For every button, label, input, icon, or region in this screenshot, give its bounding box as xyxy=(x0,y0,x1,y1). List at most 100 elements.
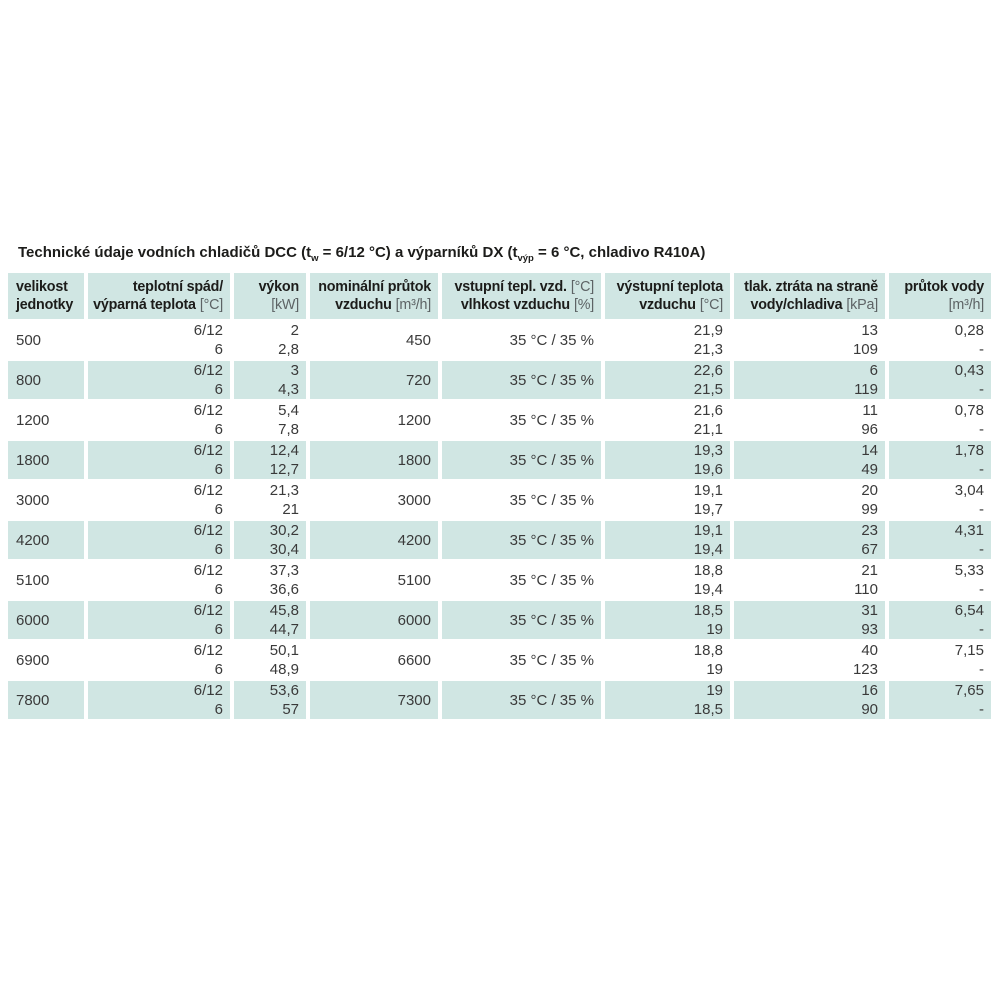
cell-pressure-drop: 40 123 xyxy=(734,641,885,679)
cell-power: 5,4 7,8 xyxy=(234,401,306,439)
header-text: vzduchu xyxy=(639,297,696,313)
table-row: 3000 6/12 6 21,3 21 3000 35 °C / 35 % 19… xyxy=(8,481,991,519)
cell-temp-gradient: 6/12 6 xyxy=(88,681,230,719)
cell-nominal-airflow: 6000 xyxy=(310,601,438,639)
cell-power: 37,3 36,6 xyxy=(234,561,306,599)
cell-line-2: 19,4 xyxy=(693,581,723,598)
cell-line-1: 6/12 xyxy=(193,602,223,619)
cell-power: 50,1 48,9 xyxy=(234,641,306,679)
cell-power: 53,6 57 xyxy=(234,681,306,719)
cell-outlet-temp: 22,6 21,5 xyxy=(605,361,730,399)
title-subscript-vyp: výp xyxy=(517,253,534,264)
cell-line-1: 19,3 xyxy=(693,442,723,459)
table-row: 1200 6/12 6 5,4 7,8 1200 35 °C / 35 % 21… xyxy=(8,401,991,439)
cell-water-flow: 6,54 - xyxy=(889,601,991,639)
header-unit: [°C] xyxy=(699,297,723,313)
table-row: 5100 6/12 6 37,3 36,6 5100 35 °C / 35 % … xyxy=(8,561,991,599)
header-text: nominální průtok xyxy=(318,279,431,295)
cell-outlet-temp: 21,6 21,1 xyxy=(605,401,730,439)
header-text: teplotní spád/ xyxy=(132,279,223,295)
cell-unit-size: 1200 xyxy=(16,411,50,429)
cell-line-1: 16 xyxy=(861,682,878,699)
cell-unit-size: 500 xyxy=(16,331,42,349)
cell-line-1: 6/12 xyxy=(193,642,223,659)
cell-line-1: 19 xyxy=(706,682,723,699)
cell-outlet-temp: 19,1 19,4 xyxy=(605,521,730,559)
cell-nominal-airflow: 450 xyxy=(405,331,431,349)
cell-line-1: 21,3 xyxy=(269,482,299,499)
cell-line-1: 50,1 xyxy=(269,642,299,659)
cell-water-flow: 0,28 - xyxy=(889,321,991,359)
cell-water-flow: 7,15 - xyxy=(889,641,991,679)
cell-line-2: - xyxy=(979,381,984,398)
cell-line-2: 18,5 xyxy=(693,701,723,718)
cell-line-2: 119 xyxy=(854,381,878,398)
cell-line-1: 13 xyxy=(861,322,878,339)
cell-line-1: 0,43 xyxy=(954,362,984,379)
cell-temp-gradient: 6/12 6 xyxy=(88,481,230,519)
cell-inlet-air: 35 °C / 35 % xyxy=(442,601,601,639)
cell-line-2: 6 xyxy=(214,661,223,678)
cell-nominal-airflow: 1800 xyxy=(310,441,438,479)
cell-temp-gradient: 6/12 6 xyxy=(88,441,230,479)
cell-outlet-temp: 21,9 21,3 xyxy=(605,321,730,359)
cell-line-1: 45,8 xyxy=(269,602,299,619)
cell-outlet-temp: 19,1 19,7 xyxy=(605,481,730,519)
cell-line-1: 18,5 xyxy=(693,602,723,619)
cell-water-flow: 1,78 - xyxy=(889,441,991,479)
cell-line-2: 30,4 xyxy=(269,541,299,558)
cell-line-1: 5,4 xyxy=(278,402,299,419)
cell-line-2: 36,6 xyxy=(269,581,299,598)
header-text: výkon xyxy=(258,279,300,295)
cell-nominal-airflow: 4200 xyxy=(310,521,438,559)
cell-line-2: 67 xyxy=(861,541,878,558)
cell-line-1: 6/12 xyxy=(193,402,223,419)
cell-line-2: - xyxy=(979,461,984,478)
cell-unit-size: 3000 xyxy=(16,491,50,509)
cell-nominal-airflow: 3000 xyxy=(397,491,431,509)
cell-pressure-drop: 23 67 xyxy=(734,521,885,559)
cell-power: 45,8 44,7 xyxy=(234,601,306,639)
cell-line-2: 6 xyxy=(214,501,223,518)
cell-line-1: 53,6 xyxy=(269,682,299,699)
cell-line-2: - xyxy=(979,621,984,638)
cell-line-2: 4,3 xyxy=(278,381,299,398)
cell-line-2: 93 xyxy=(861,621,878,638)
cell-line-2: - xyxy=(979,421,984,438)
col-header-nominal-airflow: nominální průtok vzduchu [m³/h] xyxy=(310,273,438,319)
cell-line-1: 6/12 xyxy=(193,482,223,499)
cell-line-2: 57 xyxy=(282,701,299,718)
cell-line-1: 2 xyxy=(290,322,299,339)
cell-line-2: - xyxy=(979,541,984,558)
header-text: tlak. ztráta na straně xyxy=(744,279,878,295)
cell-power: 21,3 21 xyxy=(234,481,306,519)
cell-unit-size: 4200 xyxy=(8,521,84,559)
cell-inlet-air: 35 °C / 35 % xyxy=(509,331,594,349)
cell-line-2: 49 xyxy=(861,461,878,478)
table-row: 7800 6/12 6 53,6 57 7300 35 °C / 35 % 19… xyxy=(8,681,991,719)
cell-line-1: 11 xyxy=(862,402,878,419)
header-unit: [m³/h] xyxy=(948,297,985,313)
cell-power: 2 2,8 xyxy=(234,321,306,359)
cell-line-2: 6 xyxy=(214,701,223,718)
cell-line-2: 109 xyxy=(852,341,878,358)
cell-unit-size: 6000 xyxy=(8,601,84,639)
header-unit: [kW] xyxy=(271,297,299,313)
cell-line-1: 6/12 xyxy=(193,362,223,379)
cell-line-2: - xyxy=(979,341,984,358)
table-row: 1800 6/12 6 12,4 12,7 1800 35 °C / 35 % … xyxy=(8,441,991,479)
cell-line-1: 31 xyxy=(861,602,878,619)
cell-line-2: 99 xyxy=(861,501,878,518)
cell-power: 30,2 30,4 xyxy=(234,521,306,559)
cell-line-2: 21,5 xyxy=(693,381,723,398)
cell-temp-gradient: 6/12 6 xyxy=(88,521,230,559)
cell-line-1: 3 xyxy=(290,362,299,379)
header-text: velikost xyxy=(16,279,68,295)
header-unit: [°C] xyxy=(570,279,594,295)
cell-pressure-drop: 6 119 xyxy=(734,361,885,399)
cell-line-2: 6 xyxy=(214,421,223,438)
cell-line-1: 21,9 xyxy=(693,322,723,339)
cell-line-2: 6 xyxy=(214,621,223,638)
cell-line-1: 1,78 xyxy=(954,442,984,459)
